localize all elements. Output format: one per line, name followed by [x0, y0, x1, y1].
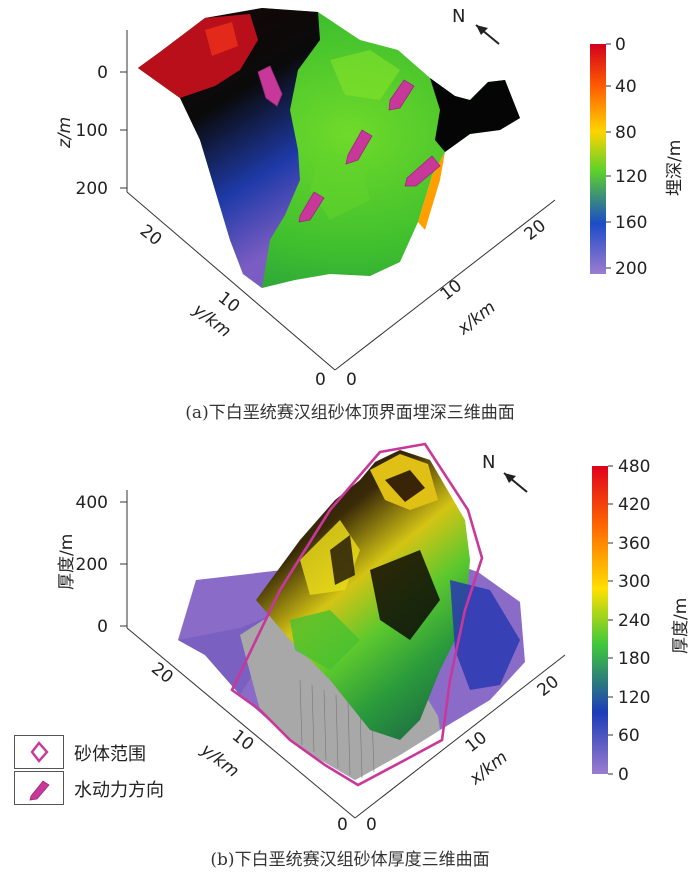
thickness-surface [178, 450, 525, 780]
colorbar-tick: 120 [615, 167, 647, 187]
legend-item-flow-direction: 水动力方向 [14, 771, 194, 807]
y-tick: 20 [136, 221, 165, 250]
north-label: N [452, 6, 465, 27]
panel-b-figure: 400 200 0 厚度/m 20 10 0 y/km 0 10 20 x/km [57, 442, 691, 835]
colorbar-tick: 480 [618, 457, 650, 477]
depth-surface [138, 8, 520, 288]
legend-label: 水动力方向 [74, 780, 164, 801]
caption-b: (b)下白垩统赛汉组砂体厚度三维曲面 [210, 850, 490, 870]
panel-a-z-ticks: 0 100 200 [76, 63, 108, 199]
x-axis-label: x/km [453, 297, 499, 339]
colorbar-tick: 420 [618, 495, 650, 515]
north-arrow-icon [476, 25, 488, 35]
north-arrow-icon [504, 473, 516, 483]
panel-a-axes [120, 30, 556, 371]
panel-a-figure: 0 100 200 z/m 20 10 0 y/km 0 10 20 x/km [55, 6, 685, 390]
flow-arrow [404, 155, 441, 187]
colorbar-tick: 160 [615, 213, 647, 233]
north-arrow-b: N [482, 452, 528, 493]
hydrodynamic-arrows [257, 65, 441, 223]
panel-b-axes [120, 490, 566, 819]
colorbar-a: 0 40 80 120 160 200 埋深/m [590, 35, 685, 279]
z-tick: 0 [97, 617, 108, 637]
sand-extent-icon [30, 741, 49, 763]
colorbar-tick: 80 [615, 123, 637, 143]
z-tick: 200 [76, 179, 108, 199]
legend-swatch [14, 735, 64, 769]
north-arrow-a: N [452, 6, 500, 45]
flow-arrow [388, 79, 415, 111]
flow-arrow [257, 65, 283, 107]
colorbar-tick: 300 [618, 572, 650, 592]
y-tick: 20 [147, 659, 176, 688]
x-tick: 0 [366, 815, 377, 835]
legend: 砂体范围 水动力方向 [14, 735, 194, 807]
y-tick: 0 [315, 370, 326, 390]
panel-b-z-ticks: 400 200 0 [76, 493, 108, 637]
colorbar-tick: 0 [618, 765, 629, 785]
y-tick: 10 [228, 726, 257, 755]
z-axis-label: 厚度/m [57, 534, 77, 590]
panel-b: 400 200 0 厚度/m 20 10 0 y/km 0 10 20 x/km [0, 440, 700, 875]
panel-a: 0 100 200 z/m 20 10 0 y/km 0 10 20 x/km [55, 6, 685, 423]
colorbar-tick: 360 [618, 534, 650, 554]
z-tick: 200 [76, 555, 108, 575]
flow-arrow [298, 191, 325, 223]
z-axis-label: z/m [55, 117, 75, 149]
colorbar-b: 480 420 360 300 240 180 120 60 0 厚度/m [592, 457, 691, 785]
z-tick: 100 [76, 121, 108, 141]
colorbar-tick: 0 [615, 35, 626, 55]
legend-swatch [14, 771, 64, 805]
colorbar-tick: 200 [615, 259, 647, 279]
colorbar-tick: 60 [618, 726, 640, 746]
x-tick: 10 [437, 276, 466, 305]
flow-arrow-icon [29, 780, 50, 801]
colorbar-tick: 240 [618, 611, 650, 631]
colorbar-label: 埋深/m [665, 140, 685, 196]
sand-extent-outline [230, 442, 484, 787]
legend-label: 砂体范围 [74, 744, 146, 765]
caption-a: (a)下白垩统赛汉组砂体顶界面埋深三维曲面 [185, 403, 515, 423]
x-tick: 0 [346, 370, 357, 390]
y-tick: 0 [337, 815, 348, 835]
z-tick: 0 [97, 63, 108, 83]
flow-arrow [345, 129, 373, 165]
colorbar-label: 厚度/m [671, 598, 691, 654]
colorbar-tick: 40 [615, 77, 637, 97]
colorbar-tick: 180 [618, 649, 650, 669]
legend-item-sand-extent: 砂体范围 [14, 735, 194, 771]
z-tick: 400 [76, 493, 108, 513]
colorbar-tick: 120 [618, 688, 650, 708]
north-label: N [482, 452, 495, 473]
x-tick: 20 [521, 216, 550, 245]
